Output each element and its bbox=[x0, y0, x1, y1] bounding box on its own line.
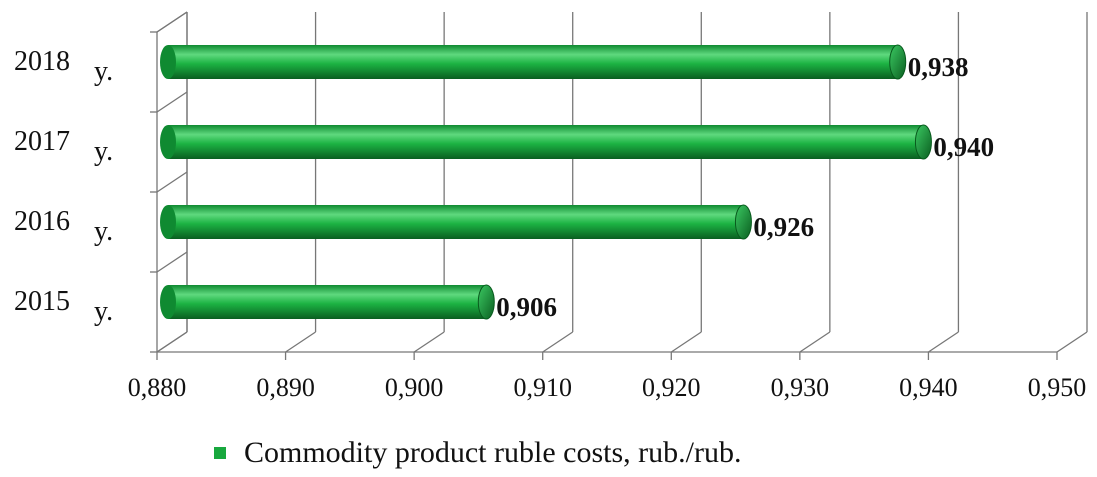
category-suffix: y. bbox=[94, 296, 113, 327]
bar-end-cap bbox=[734, 204, 752, 240]
x-tick-label: 0,950 bbox=[1028, 373, 1087, 402]
bar bbox=[168, 45, 898, 79]
floor-gridline bbox=[413, 331, 445, 353]
x-tick-label: 0,910 bbox=[513, 373, 572, 402]
floor-gridline bbox=[542, 331, 574, 353]
floor-gridline bbox=[799, 331, 831, 353]
bar-end-cap bbox=[477, 284, 495, 320]
bar bbox=[168, 125, 924, 159]
bar bbox=[168, 285, 487, 319]
floor-gridline bbox=[928, 331, 959, 353]
bar-base-cap bbox=[160, 45, 176, 79]
category-label: 2018 bbox=[14, 46, 70, 77]
labels-layer: 0,880 0,890 0,900 0,910 0,920 0,930 0,940 0,950… bbox=[14, 46, 1086, 402]
x-tick-label: 0,920 bbox=[642, 373, 701, 402]
category-suffix: y. bbox=[94, 216, 113, 247]
legend: Commodity product ruble costs, rub./rub. bbox=[214, 436, 741, 470]
category-label: 2017 bbox=[14, 126, 70, 157]
x-tick-label: 0,900 bbox=[385, 373, 444, 402]
bar-end-cap bbox=[889, 44, 907, 80]
side-gridline bbox=[156, 171, 188, 193]
floor-gridline bbox=[285, 331, 316, 353]
side-gridline bbox=[156, 331, 188, 353]
legend-swatch bbox=[214, 447, 226, 459]
category-label: 2016 bbox=[14, 206, 70, 237]
floor-gridline bbox=[1056, 331, 1088, 353]
category-label: 2015 bbox=[14, 286, 70, 317]
category-suffix: y. bbox=[94, 136, 113, 167]
category-suffix: y. bbox=[94, 56, 113, 87]
x-tick-label: 0,880 bbox=[128, 373, 187, 402]
x-tick-label: 0,890 bbox=[256, 373, 315, 402]
bar bbox=[168, 205, 744, 239]
floor-gridline bbox=[670, 331, 702, 353]
bar-base-cap bbox=[160, 125, 176, 159]
side-gridline bbox=[156, 11, 188, 33]
side-gridline bbox=[156, 91, 188, 113]
bar-base-cap bbox=[160, 285, 176, 319]
data-label: 0,926 bbox=[753, 212, 814, 242]
side-gridline bbox=[156, 251, 188, 273]
bars-layer bbox=[160, 44, 932, 320]
bar-chart: 0,880 0,890 0,900 0,910 0,920 0,930 0,940 0,950… bbox=[14, 11, 1088, 402]
bar-end-cap bbox=[914, 124, 932, 160]
x-tick-label: 0,930 bbox=[771, 373, 830, 402]
data-label: 0,938 bbox=[908, 52, 969, 82]
data-label: 0,906 bbox=[496, 292, 557, 322]
data-label: 0,940 bbox=[933, 132, 994, 162]
x-tick-label: 0,940 bbox=[899, 373, 958, 402]
bar-base-cap bbox=[160, 205, 176, 239]
legend-label: Commodity product ruble costs, rub./rub. bbox=[244, 436, 742, 469]
